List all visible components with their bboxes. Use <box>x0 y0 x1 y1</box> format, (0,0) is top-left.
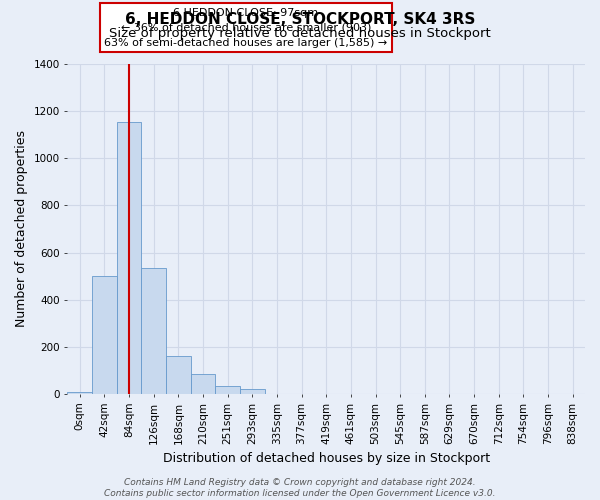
Bar <box>67 392 92 394</box>
Text: Size of property relative to detached houses in Stockport: Size of property relative to detached ho… <box>109 28 491 40</box>
Bar <box>240 389 265 394</box>
Text: Contains HM Land Registry data © Crown copyright and database right 2024.
Contai: Contains HM Land Registry data © Crown c… <box>104 478 496 498</box>
Bar <box>142 268 166 394</box>
Bar <box>166 356 191 394</box>
Bar <box>92 276 117 394</box>
Text: 6, HEDDON CLOSE, STOCKPORT, SK4 3RS: 6, HEDDON CLOSE, STOCKPORT, SK4 3RS <box>125 12 475 28</box>
X-axis label: Distribution of detached houses by size in Stockport: Distribution of detached houses by size … <box>163 452 490 465</box>
Y-axis label: Number of detached properties: Number of detached properties <box>15 130 28 328</box>
Bar <box>117 122 142 394</box>
Text: 6 HEDDON CLOSE: 97sqm
← 36% of detached houses are smaller (903)
63% of semi-det: 6 HEDDON CLOSE: 97sqm ← 36% of detached … <box>104 8 388 48</box>
Bar <box>215 386 240 394</box>
Bar <box>191 374 215 394</box>
